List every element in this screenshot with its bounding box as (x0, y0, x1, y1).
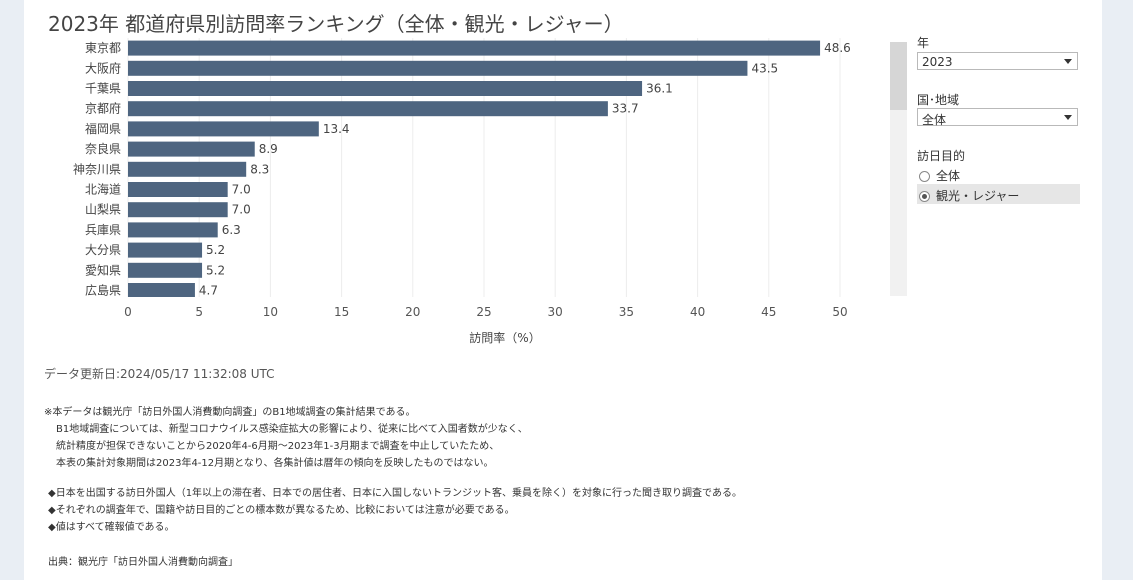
value-label: 5.2 (206, 243, 225, 257)
note-line: 本表の集計対象期間は2023年4-12月期となり、各集計値は暦年の傾向を反映した… (56, 458, 494, 469)
x-tick-label: 35 (619, 305, 634, 319)
purpose-option-label: 全体 (936, 169, 961, 183)
value-label: 13.4 (323, 122, 350, 136)
value-label: 36.1 (646, 82, 673, 96)
bullet-note: ◆値はすべて確報値である。 (48, 522, 175, 533)
country-select-value: 全体 (922, 113, 947, 127)
source-citation: 出典：観光庁「訪日外国人消費動向調査」 (48, 557, 238, 568)
chart-scrollbar-thumb[interactable] (890, 42, 907, 110)
value-label: 43.5 (751, 61, 778, 75)
value-label: 48.6 (824, 41, 851, 55)
note-line: 統計精度が担保できないことから2020年4-6月期～2023年1-3月期まで調査… (56, 441, 500, 452)
bar-chart: 東京都 48.6 大阪府 43.5 千葉県 36.1 京都府 33.7 福岡県 13.4 奈良県 8.… (73, 38, 851, 345)
radio-icon (919, 171, 930, 182)
x-tick-label: 5 (195, 305, 203, 319)
category-label: 北海道 (85, 182, 121, 197)
x-tick-label: 25 (476, 305, 491, 319)
bar[interactable] (128, 60, 748, 76)
value-label: 6.3 (222, 223, 241, 237)
bar[interactable] (128, 101, 608, 117)
purpose-option-label: 観光・レジャー (936, 189, 1020, 203)
year-select-value: 2023 (922, 55, 953, 69)
bar[interactable] (128, 121, 319, 137)
category-label: 神奈川県 (73, 162, 121, 176)
category-label: 京都府 (85, 101, 121, 116)
x-tick-label: 40 (690, 305, 705, 319)
category-label: 大分県 (85, 243, 121, 257)
bullet-note: ◆日本を出国する訪日外国人（1年以上の滞在者、日本での居住者、日本に入国しないト… (48, 488, 742, 499)
chevron-down-icon (1064, 59, 1072, 64)
value-label: 8.3 (250, 162, 269, 176)
value-label: 7.0 (232, 203, 251, 217)
x-tick-label: 10 (263, 305, 278, 319)
x-tick-label: 15 (334, 305, 349, 319)
purpose-option-all[interactable]: 全体 (917, 164, 1080, 184)
category-label: 大阪府 (85, 60, 121, 75)
bullet-note: ◆それぞれの調査年で、国籍や訪日目的ごとの標本数が異なるため、比較においては注意… (48, 505, 515, 516)
x-axis-title: 訪問率（%） (469, 330, 540, 345)
category-label: 山梨県 (85, 203, 121, 217)
category-label: 奈良県 (85, 141, 121, 156)
x-tick-label: 0 (124, 305, 132, 319)
country-filter-label: 国･地域 (917, 93, 960, 107)
x-tick-label: 30 (548, 305, 563, 319)
x-tick-label: 20 (405, 305, 420, 319)
category-label: 兵庫県 (85, 223, 121, 237)
purpose-filter-label: 訪日目的 (917, 149, 966, 163)
bar[interactable] (128, 262, 203, 278)
value-label: 4.7 (199, 284, 218, 298)
value-label: 7.0 (232, 183, 251, 197)
purpose-option-sightseeing[interactable]: 観光・レジャー (917, 184, 1080, 204)
category-label: 東京都 (85, 41, 121, 55)
bar[interactable] (128, 222, 218, 238)
category-label: 福岡県 (85, 121, 121, 136)
note-line: ※本データは観光庁「訪日外国人消費動向調査」のB1地域調査の集計結果である。 (44, 407, 416, 418)
x-tick-label: 45 (761, 305, 776, 319)
value-label: 5.2 (206, 263, 225, 277)
category-label: 千葉県 (85, 82, 121, 96)
bar[interactable] (128, 81, 643, 96)
value-label: 33.7 (612, 102, 639, 116)
data-updated-timestamp: データ更新日:2024/05/17 11:32:08 UTC (44, 367, 275, 381)
bar[interactable] (128, 161, 247, 177)
radio-selected-icon (919, 191, 930, 202)
page-title: 2023年 都道府県別訪問率ランキング（全体・観光・レジャー） (48, 12, 624, 36)
x-tick-label: 50 (832, 305, 847, 319)
bar[interactable] (128, 141, 255, 157)
bar[interactable] (128, 283, 195, 298)
note-line: B1地域調査については、新型コロナウイルス感染症拡大の影響により、従来に比べて入… (56, 424, 528, 435)
bar[interactable] (128, 242, 203, 258)
value-label: 8.9 (259, 142, 278, 156)
bar[interactable] (128, 40, 821, 56)
year-filter-label: 年 (917, 36, 930, 50)
chevron-down-icon (1064, 115, 1072, 120)
year-select[interactable]: 2023 (917, 52, 1078, 70)
bar[interactable] (128, 182, 228, 197)
country-select[interactable]: 全体 (917, 108, 1078, 127)
category-label: 愛知県 (85, 263, 121, 277)
bar[interactable] (128, 202, 228, 218)
dashboard-panel (24, 0, 1102, 580)
category-label: 広島県 (85, 283, 121, 298)
